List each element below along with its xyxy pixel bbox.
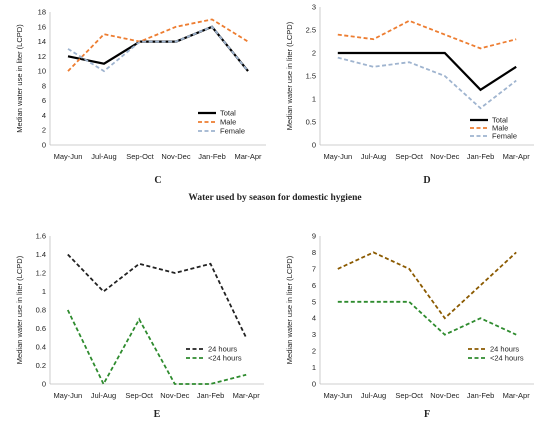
chart-panel-f: 0 1 2 3 4 5 6 7 8 9 May-Jun Jul-Aug Sep-Oct Nov-Dec Ja… xyxy=(285,232,534,420)
panel-label: E xyxy=(154,409,161,420)
x-tick-label: May-Jun xyxy=(54,152,83,161)
x-tick-label: Sep-Oct xyxy=(395,152,423,161)
legend-label: <24 hours xyxy=(490,354,524,363)
x-tick-label: Jan-Feb xyxy=(467,152,495,161)
x-tick-label: Nov-Dec xyxy=(430,391,459,400)
y-tick-label: 0 xyxy=(312,141,316,150)
x-tick-label: Nov-Dec xyxy=(430,152,459,161)
x-tick-label: Jul-Aug xyxy=(91,391,116,400)
y-tick-label: 7 xyxy=(312,264,316,273)
y-tick-label: 1.5 xyxy=(306,72,316,81)
legend-label: Male xyxy=(492,124,508,133)
chart-panel-d: 0 0.5 1 1.5 2 2.5 3 May-Jun Jul-Aug Sep-Oct Nov-De… xyxy=(285,3,534,186)
series-line-24-hours xyxy=(337,251,517,320)
series-line-female xyxy=(67,25,249,73)
y-tick-label: 18 xyxy=(38,8,46,17)
legend-label: Total xyxy=(220,109,236,118)
y-tick-label: 3 xyxy=(312,330,316,339)
y-tick-label: 0.2 xyxy=(36,361,46,370)
y-axis-label: Median water use in liter (LCPD) xyxy=(285,21,294,130)
x-tick-label: Jul-Aug xyxy=(361,391,386,400)
y-tick-label: 0.8 xyxy=(36,306,46,315)
legend-label: Female xyxy=(220,127,245,136)
y-tick-label: 14 xyxy=(38,37,46,46)
x-tick-label: Jan-Feb xyxy=(467,391,495,400)
y-tick-label: 6 xyxy=(42,96,46,105)
y-tick-label: 2 xyxy=(312,49,316,58)
x-tick-label: Mar-Apr xyxy=(503,152,531,161)
y-tick-label: 2.5 xyxy=(306,26,316,35)
x-tick-label: Nov-Dec xyxy=(161,152,190,161)
x-tick-label: Mar-Apr xyxy=(234,152,262,161)
chart-panel-e: 0 0.2 0.4 0.6 0.8 1 1.2 1.4 1.6 May-Jun Jul-Aug Sep… xyxy=(15,232,264,420)
y-tick-label: 1.2 xyxy=(36,269,46,278)
x-tick-label: May-Jun xyxy=(53,391,82,400)
x-tick-label: Jan-Feb xyxy=(198,152,226,161)
x-tick-label: Jan-Feb xyxy=(197,391,225,400)
y-tick-label: 1 xyxy=(312,95,316,104)
y-tick-label: 5 xyxy=(312,297,316,306)
legend-label: 24 hours xyxy=(208,345,237,354)
y-tick-label: 0 xyxy=(312,380,316,389)
chart-panel-c: 0 2 4 6 8 10 12 14 16 18 May-Jun Jul-Aug Sep-Oct Nov-… xyxy=(15,8,266,186)
series-line-total xyxy=(337,51,517,92)
legend-label: Male xyxy=(220,118,236,127)
y-tick-label: 0.5 xyxy=(306,118,316,127)
y-axis-label: Median water use in liter (LCPD) xyxy=(15,255,24,364)
series-line-total xyxy=(67,25,249,72)
x-tick-label: Jul-Aug xyxy=(361,152,386,161)
legend-label: 24 hours xyxy=(490,345,519,354)
y-tick-label: 8 xyxy=(42,81,46,90)
panel-label: D xyxy=(423,175,430,186)
series-line-24-hours xyxy=(67,253,248,339)
x-tick-label: May-Jun xyxy=(323,152,352,161)
y-tick-label: 16 xyxy=(38,22,46,31)
series-line-24-hours xyxy=(337,300,517,336)
y-tick-label: 3 xyxy=(312,3,316,12)
y-tick-label: 0.6 xyxy=(36,324,46,333)
y-tick-label: 12 xyxy=(38,52,46,61)
y-tick-label: 2 xyxy=(312,347,316,356)
y-tick-label: 2 xyxy=(42,126,46,135)
y-tick-label: 10 xyxy=(38,67,46,76)
series-line-female xyxy=(337,56,517,110)
x-tick-label: May-Jun xyxy=(323,391,352,400)
y-tick-label: 4 xyxy=(42,111,46,120)
x-tick-label: Sep-Oct xyxy=(125,391,153,400)
y-axis-label: Median water use in liter (LCPD) xyxy=(285,255,294,364)
panel-label: C xyxy=(154,175,161,186)
y-tick-label: 1.6 xyxy=(36,232,46,241)
x-tick-label: Nov-Dec xyxy=(160,391,189,400)
x-tick-label: Sep-Oct xyxy=(126,152,154,161)
legend-label: <24 hours xyxy=(208,354,242,363)
series-line-male xyxy=(67,18,249,72)
y-tick-label: 1 xyxy=(42,287,46,296)
x-tick-label: Sep-Oct xyxy=(395,391,423,400)
y-tick-label: 1.4 xyxy=(36,250,46,259)
y-tick-label: 9 xyxy=(312,232,316,241)
x-tick-label: Jul-Aug xyxy=(91,152,116,161)
y-axis-label: Median water use in liter (LCPD) xyxy=(15,24,24,133)
y-tick-label: 8 xyxy=(312,248,316,257)
legend-label: Female xyxy=(492,132,517,141)
y-tick-label: 6 xyxy=(312,281,316,290)
y-tick-label: 4 xyxy=(312,314,316,323)
figure-center-title: Water used by season for domestic hygien… xyxy=(188,193,361,203)
series-line-24-hours xyxy=(66,309,247,386)
legend-label: Total xyxy=(492,116,508,125)
x-tick-label: Mar-Apr xyxy=(503,391,531,400)
y-tick-label: 0 xyxy=(42,141,46,150)
y-tick-label: 1 xyxy=(312,363,316,372)
y-tick-label: 0 xyxy=(42,380,46,389)
panel-label: F xyxy=(424,409,430,420)
y-tick-label: 0.4 xyxy=(36,343,46,352)
x-tick-label: Mar-Apr xyxy=(233,391,261,400)
series-line-male xyxy=(337,19,517,50)
